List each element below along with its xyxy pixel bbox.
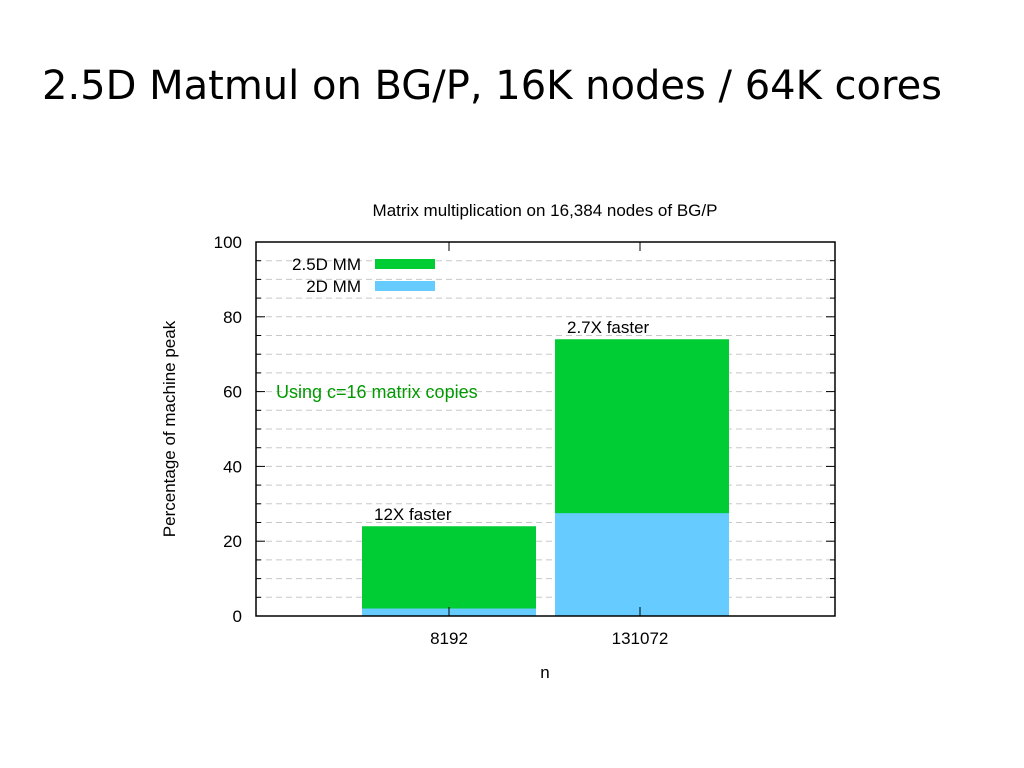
x-axis-label: n: [540, 663, 549, 682]
bars: [362, 339, 729, 616]
y-axis-label: Percentage of machine peak: [160, 320, 179, 537]
grid-lines: [256, 260, 835, 598]
y-tick-label: 60: [223, 383, 242, 402]
y-tick-label: 0: [233, 607, 242, 626]
legend-label-2-5d-mm: 2.5D MM: [292, 255, 361, 274]
bar-2d-mm-131072: [555, 513, 729, 616]
x-tick-label: 131072: [612, 629, 669, 648]
axis-ticks: [256, 241, 835, 617]
x-tick-label: 8192: [430, 629, 468, 648]
legend-label-2d-mm: 2D MM: [306, 277, 361, 296]
y-tick-label: 40: [223, 457, 242, 476]
legend-swatch-2d-mm: [375, 281, 435, 291]
legend-swatch-2-5d-mm: [375, 259, 435, 269]
y-tick-label: 100: [214, 233, 242, 252]
y-tick-label: 20: [223, 532, 242, 551]
slide-title: 2.5D Matmul on BG/P, 16K nodes / 64K cor…: [42, 63, 943, 109]
annotation-faster: 2.7X faster: [567, 318, 650, 337]
annotation-matrix-copies: Using c=16 matrix copies: [276, 382, 478, 402]
chart-title: Matrix multiplication on 16,384 nodes of…: [373, 201, 718, 220]
chart-text: 0 20 40 60 80 100 8192 131072 Matrix multiplicat…: [160, 201, 717, 682]
bar-2-5d-mm-8192: [362, 526, 536, 616]
annotation-faster: 12X faster: [374, 505, 452, 524]
y-tick-label: 80: [223, 308, 242, 327]
